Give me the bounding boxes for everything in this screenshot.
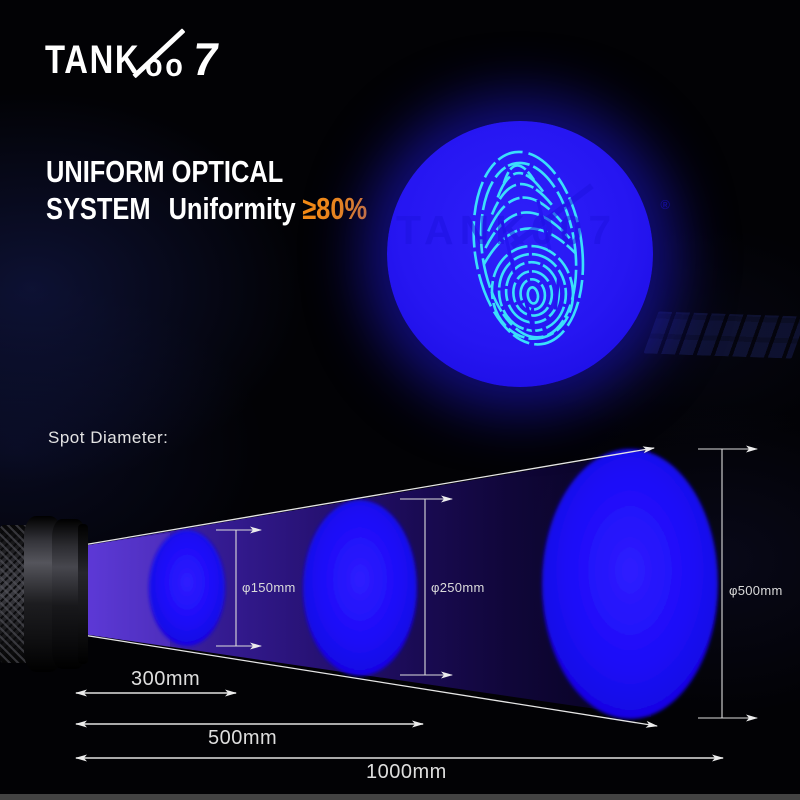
headline-percentage: ≥80% [302,191,368,226]
headline-line1: UNIFORM OPTICAL [46,154,284,189]
distance-label-1000: 1000mm [366,761,447,783]
distance-label-300: 300mm [131,668,201,690]
uv-light-spot: TANK007 ® [387,121,670,387]
spot1-diameter-label: φ150mm [242,580,296,595]
spot3-diameter-label: φ500mm [729,583,783,598]
spot-ellipse-250 [303,500,417,676]
spot2-diameter-label: φ250mm [431,580,485,595]
headline: UNIFORM OPTICAL SYSTEM Uniformity ≥80% [46,153,367,227]
watermark-text: TANK007 [396,207,618,253]
flashlight-bezel [78,524,88,664]
headline-uniformity: Uniformity [168,191,296,226]
flashlight [0,516,90,672]
headline-system: SYSTEM [46,191,151,226]
registered-mark: ® [660,197,670,212]
section-title: Spot Diameter: [48,428,169,447]
brand-logo: TANK oo 7 [45,26,245,85]
brand-watermark: TANK007 ® [396,183,676,269]
logo-text-tank: TANK [45,38,141,82]
headline-line2: SYSTEM Uniformity ≥80% [46,190,367,227]
logo-text-zeros: oo [145,47,186,83]
spot-ellipse-150 [149,530,225,646]
table-edge [0,794,800,800]
distance-label-500: 500mm [208,727,278,749]
spot-ellipse-500 [542,449,718,719]
